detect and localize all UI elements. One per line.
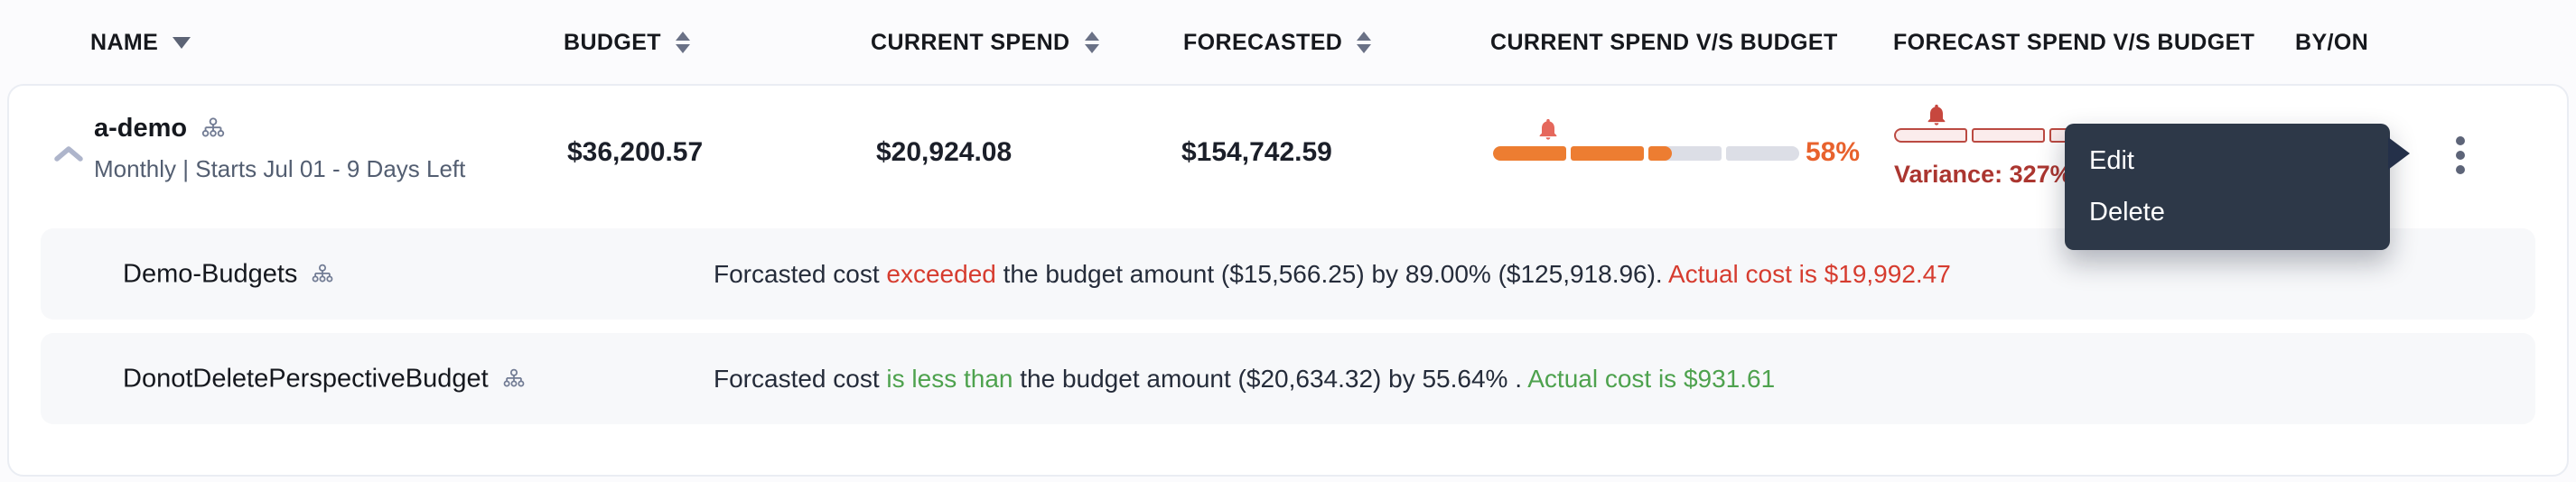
current-vs-budget-bar bbox=[1493, 146, 1799, 161]
row-context-menu: Edit Delete bbox=[2065, 124, 2410, 250]
column-header-forecast-vs-budget: FORECAST SPEND V/S BUDGET bbox=[1893, 27, 2254, 58]
hierarchy-icon bbox=[201, 117, 225, 137]
current-spend-amount: $20,924.08 bbox=[876, 137, 1013, 167]
message-segment: Actual cost is $19,992.47 bbox=[1667, 259, 1951, 288]
menu-item-delete[interactable]: Delete bbox=[2089, 198, 2165, 227]
budget-schedule: Monthly | Starts Jul 01 - 9 Days Left bbox=[94, 155, 466, 182]
alert-bell-icon bbox=[1539, 118, 1557, 140]
column-header-current-vs-budget: CURRENT SPEND V/S BUDGET bbox=[1490, 27, 1838, 58]
column-header-label: BY/ON bbox=[2295, 29, 2369, 55]
chevron-up-icon bbox=[54, 146, 83, 162]
column-header-budget[interactable]: BUDGET bbox=[564, 27, 690, 58]
variance-label: Variance: 327% bbox=[1894, 161, 2072, 188]
column-header-label: CURRENT SPEND bbox=[871, 29, 1070, 55]
menu-pointer-arrow bbox=[2388, 137, 2410, 170]
column-header-label: FORECAST SPEND V/S BUDGET bbox=[1893, 29, 2255, 55]
message-segment: the budget amount ($20,634.32) by 55.64%… bbox=[1013, 364, 1528, 393]
collapse-row-button[interactable] bbox=[52, 144, 85, 168]
child-budget-name: Demo-Budgets bbox=[123, 259, 298, 288]
menu-item-edit[interactable]: Edit bbox=[2089, 146, 2134, 175]
message-segment: exceeded bbox=[886, 259, 996, 288]
column-header-label: FORECASTED bbox=[1183, 29, 1343, 55]
budget-name: a-demo bbox=[94, 114, 188, 143]
message-segment: Forcasted cost bbox=[714, 259, 887, 288]
budget-name-cell[interactable]: a-demo bbox=[94, 114, 227, 144]
current-vs-budget-percent: 58% bbox=[1806, 137, 1861, 167]
column-header-label: CURRENT SPEND V/S BUDGET bbox=[1490, 29, 1838, 55]
sort-icon bbox=[675, 32, 690, 53]
alert-bell-icon bbox=[1927, 104, 1946, 125]
message-segment: Actual cost is $931.61 bbox=[1527, 364, 1776, 393]
column-header-by-on: BY/ON bbox=[2295, 27, 2368, 58]
column-header-label: NAME bbox=[90, 29, 159, 55]
sort-desc-icon bbox=[173, 36, 191, 49]
child-budget-row[interactable]: Demo-Budgets Forcasted cost exceeded the… bbox=[41, 228, 2535, 320]
budget-amount: $36,200.57 bbox=[567, 137, 704, 167]
hierarchy-icon bbox=[503, 368, 525, 386]
message-segment: the budget amount ($15,566.25) by 89.00%… bbox=[995, 259, 1668, 288]
forecast-status-message: Forcasted cost exceeded the budget amoun… bbox=[714, 260, 1951, 289]
column-header-current-spend[interactable]: CURRENT SPEND bbox=[871, 27, 1099, 58]
message-segment: Forcasted cost bbox=[714, 364, 887, 393]
column-header-label: BUDGET bbox=[564, 29, 661, 55]
child-budget-name-cell: Demo-Budgets bbox=[123, 259, 335, 289]
column-header-name[interactable]: NAME bbox=[90, 27, 191, 58]
sort-icon bbox=[1357, 32, 1372, 53]
child-budget-name-cell: DonotDeletePerspectiveBudget bbox=[123, 364, 527, 394]
row-actions-kebab-icon[interactable] bbox=[2442, 134, 2478, 177]
child-budget-name: DonotDeletePerspectiveBudget bbox=[123, 364, 489, 393]
hierarchy-icon bbox=[313, 264, 333, 282]
forecast-status-message: Forcasted cost is less than the budget a… bbox=[714, 365, 1775, 394]
child-budget-row[interactable]: DonotDeletePerspectiveBudget Forcasted c… bbox=[41, 333, 2535, 424]
column-header-forecasted[interactable]: FORECASTED bbox=[1183, 27, 1372, 58]
message-segment: is less than bbox=[886, 364, 1013, 393]
forecasted-amount: $154,742.59 bbox=[1181, 137, 1332, 167]
sort-icon bbox=[1084, 32, 1099, 53]
